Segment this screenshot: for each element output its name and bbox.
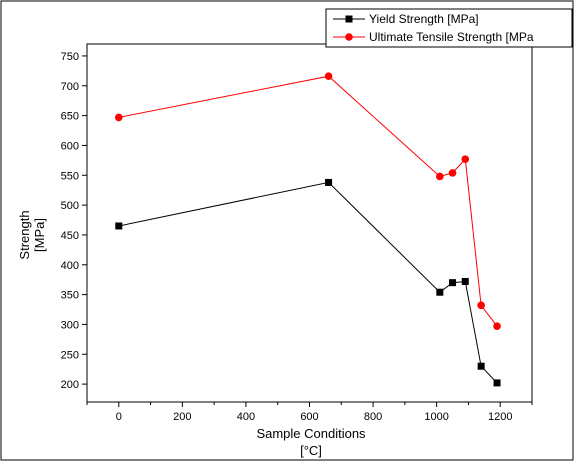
y-tick-label: 200 xyxy=(61,379,79,391)
x-tick-label: 0 xyxy=(116,411,122,423)
y-tick-label: 750 xyxy=(61,51,79,63)
y-tick-label: 400 xyxy=(61,260,79,272)
data-point xyxy=(324,72,333,81)
y-tick-label: 350 xyxy=(61,290,79,302)
legend-box xyxy=(325,8,573,48)
y-axis: 200 250 300 350 400 450 500 550 600 650 700 750 xyxy=(61,51,87,391)
data-point xyxy=(325,178,333,186)
data-point xyxy=(436,288,444,296)
y-tick-label: 500 xyxy=(61,200,79,212)
x-tick-label: 600 xyxy=(300,411,318,423)
data-point xyxy=(114,113,123,122)
y-tick-label: 550 xyxy=(61,170,79,182)
data-point xyxy=(448,169,457,177)
data-point xyxy=(493,379,501,387)
data-point xyxy=(461,155,470,163)
y-tick-label: 650 xyxy=(61,111,79,123)
y-axis-label-line-1: Strength xyxy=(17,210,32,259)
x-tick-label: 200 xyxy=(173,411,191,423)
legend-label-yield: Yield Strength [MPa] xyxy=(369,12,479,26)
x-axis: 0 200 400 600 800 1000 1200 xyxy=(86,402,533,423)
y-tick-label: 300 xyxy=(61,319,79,331)
data-point xyxy=(449,279,457,287)
x-axis-label-line-1: Sample Conditions xyxy=(256,426,366,441)
data-point xyxy=(115,222,123,230)
data-point xyxy=(493,322,501,331)
legend-swatch-yield-marker xyxy=(345,15,353,23)
data-point xyxy=(461,277,469,285)
series-layer xyxy=(114,72,501,387)
y-axis-label-line-2: [MPa] xyxy=(32,218,47,252)
legend-swatch-uts-marker xyxy=(345,33,353,41)
data-point xyxy=(477,362,485,370)
x-axis-label-line-2: [°C] xyxy=(300,443,322,458)
legend: Yield Strength [MPa] Ultimate Tensile St… xyxy=(325,8,573,48)
y-tick-label: 250 xyxy=(61,349,79,361)
data-point xyxy=(436,172,444,181)
y-tick-label: 600 xyxy=(61,140,79,152)
x-tick-label: 800 xyxy=(364,411,382,423)
y-tick-label: 450 xyxy=(61,230,79,242)
y-tick-label: 700 xyxy=(61,81,79,93)
x-tick-label: 400 xyxy=(237,411,255,423)
x-tick-label: 1200 xyxy=(488,411,512,423)
plot-area xyxy=(86,43,533,403)
data-point xyxy=(477,301,485,310)
x-tick-label: 1000 xyxy=(424,411,448,423)
legend-label-uts: Ultimate Tensile Strength [MPa xyxy=(369,30,534,44)
